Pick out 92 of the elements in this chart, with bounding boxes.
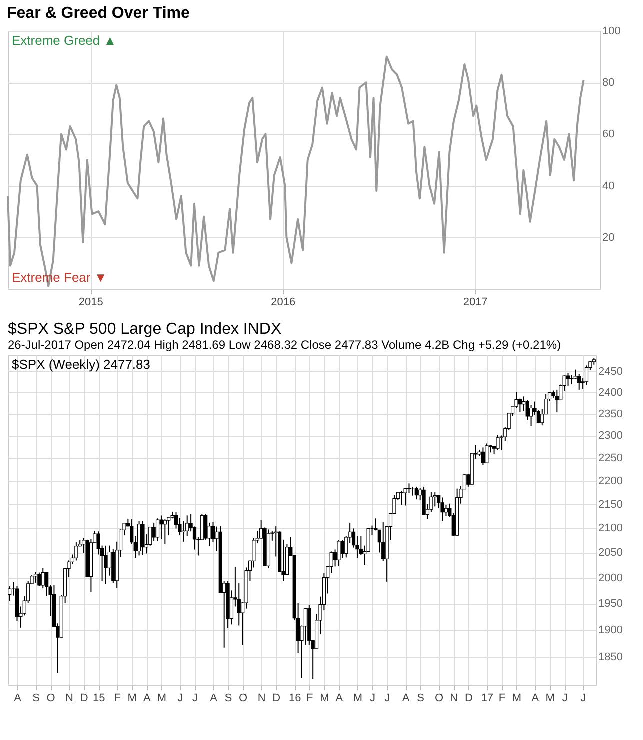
x-tick-label: F bbox=[498, 692, 506, 704]
candlestick bbox=[444, 504, 448, 517]
candlestick bbox=[340, 540, 344, 559]
x-tick-label: M bbox=[128, 692, 137, 704]
candlestick bbox=[407, 483, 412, 494]
candlestick bbox=[156, 518, 160, 542]
candlestick bbox=[41, 568, 45, 590]
candlestick bbox=[74, 542, 78, 562]
x-tick-label: D bbox=[464, 692, 473, 704]
y-tick-label: 40 bbox=[602, 180, 615, 192]
chart-subtitle: 26-Jul-2017 Open 2472.04 High 2481.69 Low 2468.32 Close 2477.83 Volume 4.2B Chg +5.29 (+0.21%) bbox=[8, 338, 562, 352]
candlestick bbox=[141, 520, 145, 556]
x-tick-label: J bbox=[580, 692, 586, 704]
annotation: $SPX (Weekly) 2477.83 bbox=[12, 357, 150, 372]
candlestick bbox=[578, 374, 582, 390]
x-tick-label: J bbox=[562, 692, 568, 704]
y-tick-label: 2450 bbox=[598, 366, 623, 378]
candlestick bbox=[529, 404, 534, 427]
y-tick-label: 2350 bbox=[598, 408, 623, 420]
x-tick-label: 15 bbox=[92, 692, 106, 704]
x-tick-label: J bbox=[370, 692, 376, 704]
line-series bbox=[7, 56, 585, 288]
x-tick-label: 17 bbox=[481, 692, 494, 704]
candlestick bbox=[496, 434, 500, 451]
x-tick-label: J bbox=[178, 692, 184, 704]
y-tick-label: 100 bbox=[602, 26, 621, 38]
x-tick-label: F bbox=[306, 692, 314, 704]
x-tick-label: M bbox=[320, 692, 330, 704]
x-tick-label: M bbox=[546, 692, 555, 704]
candlestick bbox=[337, 540, 341, 567]
x-tick-label: 2015 bbox=[78, 296, 104, 308]
x-tick-label: S bbox=[417, 692, 425, 704]
y-tick-label: 1900 bbox=[598, 624, 623, 637]
x-tick-label: F bbox=[114, 692, 122, 704]
x-tick-label: M bbox=[353, 692, 363, 704]
x-tick-label: N bbox=[66, 692, 74, 704]
candlestick bbox=[400, 490, 404, 506]
x-tick-label: A bbox=[336, 692, 344, 704]
x-tick-label: D bbox=[272, 692, 281, 704]
x-tick-label: J bbox=[192, 692, 198, 704]
y-tick-label: 2200 bbox=[598, 475, 623, 488]
candlestick bbox=[555, 389, 559, 414]
x-tick-label: 2016 bbox=[271, 296, 296, 308]
x-tick-label: M bbox=[157, 692, 167, 704]
candlestick bbox=[440, 497, 444, 522]
candlestick bbox=[584, 365, 589, 386]
candlestick bbox=[8, 586, 12, 602]
x-tick-label: O bbox=[435, 692, 444, 704]
x-tick-label: M bbox=[512, 692, 522, 704]
x-tick-label: N bbox=[450, 692, 458, 704]
x-tick-label: D bbox=[80, 692, 88, 704]
x-tick-label: N bbox=[258, 692, 266, 704]
chart-title: $SPX S&P 500 Large Cap Index INDX bbox=[8, 321, 282, 338]
candlestick bbox=[163, 519, 167, 545]
y-tick-label: 2300 bbox=[598, 430, 623, 442]
chart-title: Fear & Greed Over Time bbox=[7, 5, 190, 22]
candlestick bbox=[38, 572, 42, 587]
x-tick-label: J bbox=[384, 692, 390, 704]
candlestick bbox=[485, 443, 489, 464]
candlestick bbox=[104, 545, 108, 584]
x-tick-label: A bbox=[532, 692, 540, 704]
candlestick bbox=[152, 522, 156, 542]
x-tick-label: A bbox=[402, 692, 410, 704]
candlestick bbox=[566, 372, 570, 387]
x-tick-label: O bbox=[46, 692, 56, 704]
candlestick bbox=[34, 572, 38, 584]
x-tick-label: A bbox=[14, 692, 22, 704]
y-tick-label: 1850 bbox=[598, 652, 623, 664]
x-tick-label: A bbox=[144, 692, 152, 704]
y-tick-label: 2250 bbox=[598, 452, 623, 465]
y-tick-label: 2400 bbox=[598, 386, 623, 399]
y-tick-label: 80 bbox=[602, 77, 615, 90]
x-tick-label: S bbox=[32, 692, 40, 704]
candlestick bbox=[481, 447, 486, 466]
y-tick-label: 2000 bbox=[598, 572, 623, 584]
y-tick-label: 1950 bbox=[598, 598, 623, 610]
y-tick-label: 2050 bbox=[598, 547, 623, 560]
candlestick bbox=[518, 398, 522, 413]
candlestick bbox=[414, 486, 418, 500]
candlestick bbox=[330, 551, 334, 574]
y-tick-label: 20 bbox=[602, 232, 615, 244]
annotation: Extreme Fear ▼ bbox=[12, 270, 108, 285]
x-tick-label: O bbox=[239, 692, 248, 704]
y-tick-label: 2150 bbox=[598, 498, 623, 511]
y-tick-label: 60 bbox=[602, 128, 615, 141]
y-tick-label: 2100 bbox=[598, 522, 623, 535]
candlestick bbox=[382, 521, 386, 562]
x-tick-label: S bbox=[224, 692, 232, 704]
x-tick-label: A bbox=[210, 692, 218, 704]
annotation: Extreme Greed ▲ bbox=[12, 33, 117, 48]
x-tick-label: 16 bbox=[288, 692, 302, 704]
x-tick-label: 2017 bbox=[463, 296, 488, 308]
